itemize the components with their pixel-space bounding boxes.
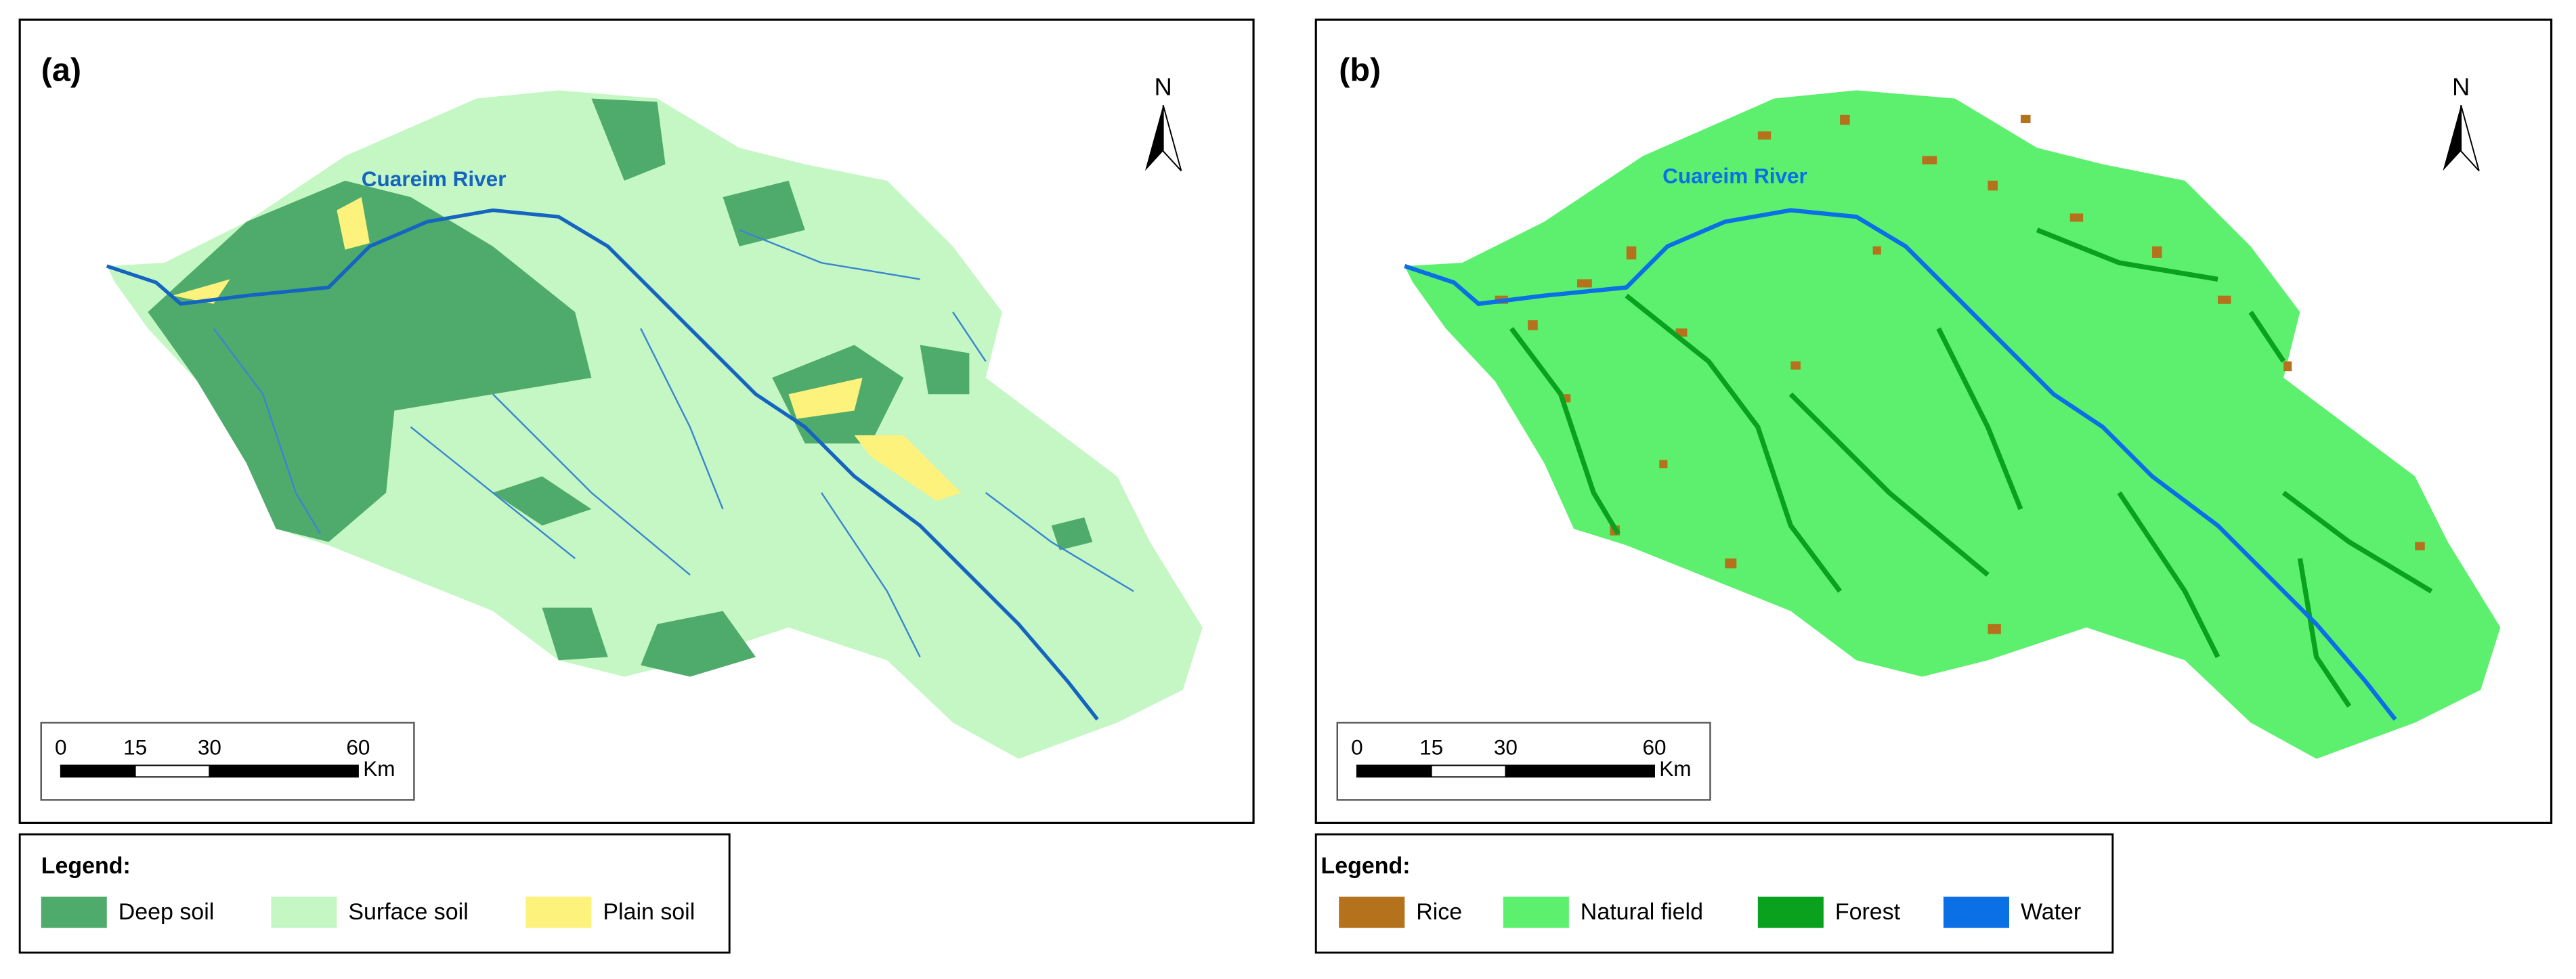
scale-segment	[1505, 764, 1655, 778]
scale-segment	[134, 764, 211, 778]
legend-swatch	[1339, 896, 1405, 928]
legend-box	[1314, 833, 2114, 954]
deep-soil	[148, 180, 592, 542]
legend-label: Forest	[1835, 899, 1901, 925]
scale-segment	[60, 764, 136, 778]
tributaries	[213, 229, 1134, 657]
legend-swatch	[1943, 896, 2009, 928]
legend-label: Water	[2021, 899, 2081, 925]
scale-unit: Km	[363, 756, 395, 781]
scale-label: 15	[123, 735, 147, 760]
legend-label: Surface soil	[348, 899, 468, 925]
scale-box	[40, 722, 415, 801]
north-arrow	[1162, 105, 1182, 171]
panel-label: (a)	[41, 52, 81, 89]
legend-swatch	[525, 896, 592, 928]
deep-soil	[492, 98, 1093, 677]
scale-label: 60	[346, 735, 370, 760]
river-label: Cuareim River	[1662, 163, 1807, 188]
scale-segment	[1430, 764, 1507, 778]
river	[1404, 208, 2397, 721]
scale-unit: Km	[1659, 756, 1691, 781]
forest-corridor	[1509, 227, 2433, 708]
north-label: N	[2452, 73, 2470, 101]
legend-box	[18, 833, 731, 954]
legend-swatch	[1503, 896, 1569, 928]
scale-segment	[209, 764, 359, 778]
legend-label: Natural field	[1581, 899, 1703, 925]
legend-label: Rice	[1416, 899, 1462, 925]
legend-label: Deep soil	[119, 899, 215, 925]
scale-label: 0	[1351, 735, 1363, 760]
map-frame	[18, 18, 1255, 824]
legend-swatch	[41, 896, 107, 928]
scale-label: 30	[1494, 735, 1518, 760]
north-arrow	[2460, 105, 2480, 171]
scale-label: 15	[1419, 735, 1443, 760]
legend-title: Legend:	[41, 853, 131, 879]
scale-label: 60	[1642, 735, 1666, 760]
scale-box	[1336, 722, 1711, 801]
north-arrow	[2443, 105, 2462, 171]
scale-segment	[1356, 764, 1432, 778]
north-label: N	[1154, 73, 1172, 101]
legend-label: Plain soil	[603, 899, 695, 925]
river-label: Cuareim River	[362, 167, 507, 191]
map-body: Cuareim River	[1404, 90, 2501, 759]
map-frame	[1314, 18, 2553, 824]
legend-title: Legend:	[1321, 853, 1411, 879]
panel-label: (b)	[1339, 52, 1381, 89]
scale-label: 30	[198, 735, 221, 760]
legend-swatch	[1757, 896, 1824, 928]
scale-label: 0	[55, 735, 67, 760]
north-arrow	[1144, 105, 1163, 171]
river	[106, 208, 1099, 721]
legend-swatch	[271, 896, 337, 928]
